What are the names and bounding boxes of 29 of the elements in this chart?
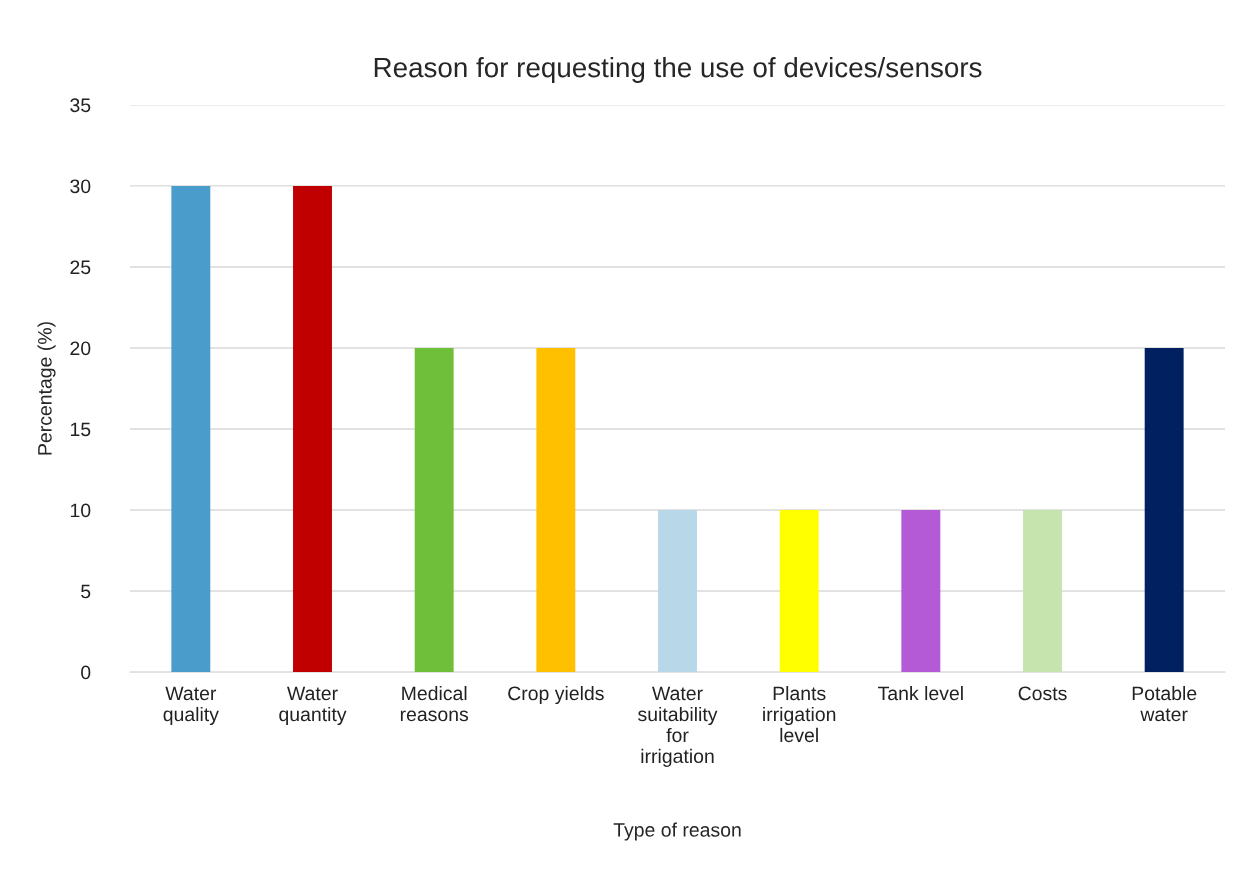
chart-title: Reason for requesting the use of devices/sensors <box>374 56 982 83</box>
y-tick-label: 10 <box>70 503 91 518</box>
x-tick-label: Costs <box>1018 686 1067 701</box>
y-tick-label: 25 <box>70 260 91 275</box>
bar <box>1144 347 1184 673</box>
bar <box>171 185 211 673</box>
bar <box>414 347 454 673</box>
x-tick-label: Medical reasons <box>400 685 469 722</box>
bar <box>293 185 332 673</box>
x-tick-label: Water suitability for irrigation <box>638 686 718 767</box>
bar <box>779 510 819 673</box>
bar <box>1023 510 1062 673</box>
y-tick-label: 15 <box>70 422 91 437</box>
x-tick-label: Crop yields <box>508 685 604 705</box>
y-tick-label: 0 <box>81 665 91 680</box>
x-tick-label: Water quality <box>163 686 219 726</box>
y-axis-title: Percentage (%) <box>37 322 56 455</box>
y-tick-label: 5 <box>81 584 91 599</box>
x-axis-title: Type of reason <box>613 822 741 841</box>
y-tick-label: 30 <box>70 179 91 194</box>
bar <box>536 347 576 673</box>
y-tick-label: 35 <box>70 98 91 113</box>
x-tick-label: Plants irrigation level <box>763 685 836 743</box>
x-tick-label: Water quantity <box>279 686 347 726</box>
x-tick-label: Potable water <box>1132 685 1197 722</box>
x-tick-label: Tank level <box>878 685 963 701</box>
bar <box>658 510 697 673</box>
y-tick-label: 20 <box>70 341 91 356</box>
bar <box>901 510 941 673</box>
